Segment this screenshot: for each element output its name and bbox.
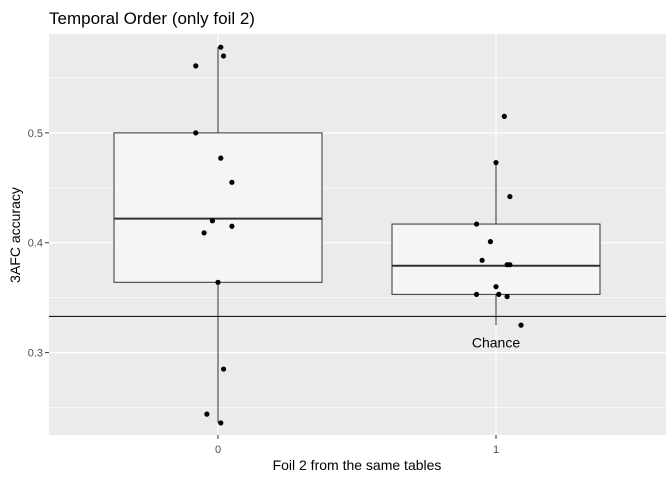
x-tick-label: 0 <box>215 444 221 456</box>
y-tick-label: 0.5 <box>28 128 43 140</box>
data-point <box>204 411 210 417</box>
data-point <box>201 230 207 236</box>
x-axis-title: Foil 2 from the same tables <box>273 457 442 473</box>
data-point <box>473 221 480 227</box>
data-point <box>493 159 499 166</box>
box-iqr <box>113 132 323 283</box>
box-0 <box>113 47 323 423</box>
reference-line: Chance <box>49 315 666 350</box>
y-tick-label: 0.3 <box>28 348 43 360</box>
data-point <box>504 293 510 300</box>
data-point <box>507 262 513 268</box>
data-point <box>501 113 507 119</box>
data-point <box>229 179 235 185</box>
box-iqr <box>391 223 601 295</box>
data-point <box>220 366 227 372</box>
data-point <box>193 130 199 136</box>
data-point <box>218 155 224 161</box>
y-axis: 0.3 0.4 0.5 <box>28 128 49 360</box>
box-1 <box>391 162 601 326</box>
y-tick-label: 0.4 <box>28 238 43 250</box>
data-point <box>218 44 224 50</box>
data-point <box>518 322 524 328</box>
data-point <box>496 291 502 297</box>
data-point <box>229 223 235 229</box>
data-point <box>209 218 216 224</box>
data-point <box>487 239 494 245</box>
data-point <box>507 193 513 200</box>
data-point <box>193 63 199 69</box>
data-point <box>215 279 221 285</box>
points <box>193 44 524 426</box>
y-axis-title: 3AFC accuracy <box>7 187 23 283</box>
chart-title: Temporal Order (only foil 2) <box>49 9 255 28</box>
x-tick-label: 1 <box>493 444 499 456</box>
data-point <box>220 53 227 59</box>
data-point <box>473 291 480 297</box>
data-point <box>493 284 499 290</box>
data-point <box>218 420 224 426</box>
data-point <box>479 257 485 263</box>
chance-label: Chance <box>472 334 520 350</box>
boxes <box>113 47 601 423</box>
